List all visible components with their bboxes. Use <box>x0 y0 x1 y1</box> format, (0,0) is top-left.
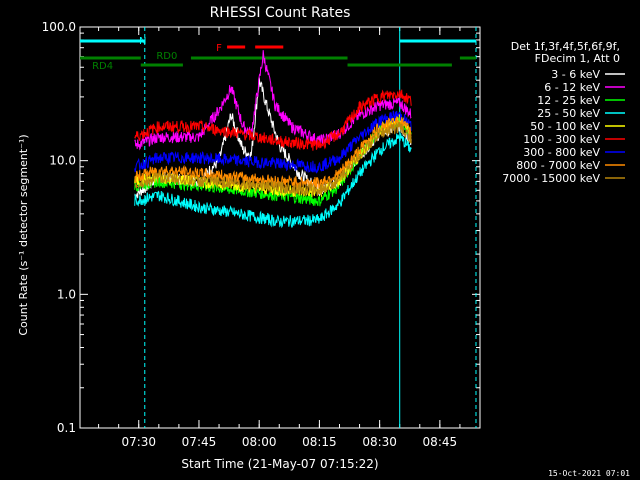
chart-title: RHESSI Count Rates <box>210 5 351 21</box>
x-tick-label: 08:30 <box>362 435 397 449</box>
series-line <box>134 113 412 198</box>
x-tick-label: 07:45 <box>182 435 217 449</box>
y-tick-label: 100.0 <box>42 20 76 34</box>
state-band-label: N <box>139 36 146 47</box>
y-tick-label: 0.1 <box>57 421 76 435</box>
state-band-label: F <box>216 43 222 54</box>
footer-timestamp: 15-Oct-2021 07:01 <box>548 469 630 478</box>
legend-header: Det 1f,3f,4f,5f,6f,9f, <box>511 40 620 53</box>
series-line <box>134 133 412 229</box>
legend: Det 1f,3f,4f,5f,6f,9f,FDecim 1, Att 0 3 -… <box>502 40 625 185</box>
plot-area: 0.1 1.0 10.0 100.0 07:30 07:45 08:00 08:15 08:30… <box>42 20 481 449</box>
series-line <box>134 110 412 174</box>
legend-entry-label: 12 - 25 keV <box>537 94 600 107</box>
legend-entry-label: 3 - 6 keV <box>551 68 600 81</box>
series-line <box>134 89 412 151</box>
series-line <box>134 121 412 197</box>
state-band-label: RD0 <box>156 51 177 62</box>
legend-entry-label: 25 - 50 keV <box>537 107 600 120</box>
legend-header: FDecim 1, Att 0 <box>535 52 620 65</box>
x-tick-label: 07:30 <box>121 435 156 449</box>
x-tick-label: 08:45 <box>423 435 458 449</box>
axes-frame <box>79 26 481 429</box>
legend-entry-label: 100 - 300 keV <box>523 133 600 146</box>
y-tick-label: 1.0 <box>57 287 76 301</box>
legend-entry-label: 300 - 800 keV <box>523 146 600 159</box>
x-axis-label: Start Time (21-May-07 07:15:22) <box>181 457 378 471</box>
x-tick-label: 08:15 <box>302 435 337 449</box>
legend-entry-label: 50 - 100 keV <box>530 120 600 133</box>
legend-entry-label: 6 - 12 keV <box>544 81 600 94</box>
state-band-label: RD4 <box>92 61 113 72</box>
y-axis-label: Count Rate (s⁻¹ detector segment⁻¹) <box>17 134 30 335</box>
y-tick-label: 10.0 <box>49 154 76 168</box>
legend-entry-label: 7000 - 15000 keV <box>502 172 600 185</box>
legend-entry-label: 800 - 7000 keV <box>516 159 600 172</box>
series-line <box>134 50 412 151</box>
x-tick-label: 08:00 <box>242 435 277 449</box>
